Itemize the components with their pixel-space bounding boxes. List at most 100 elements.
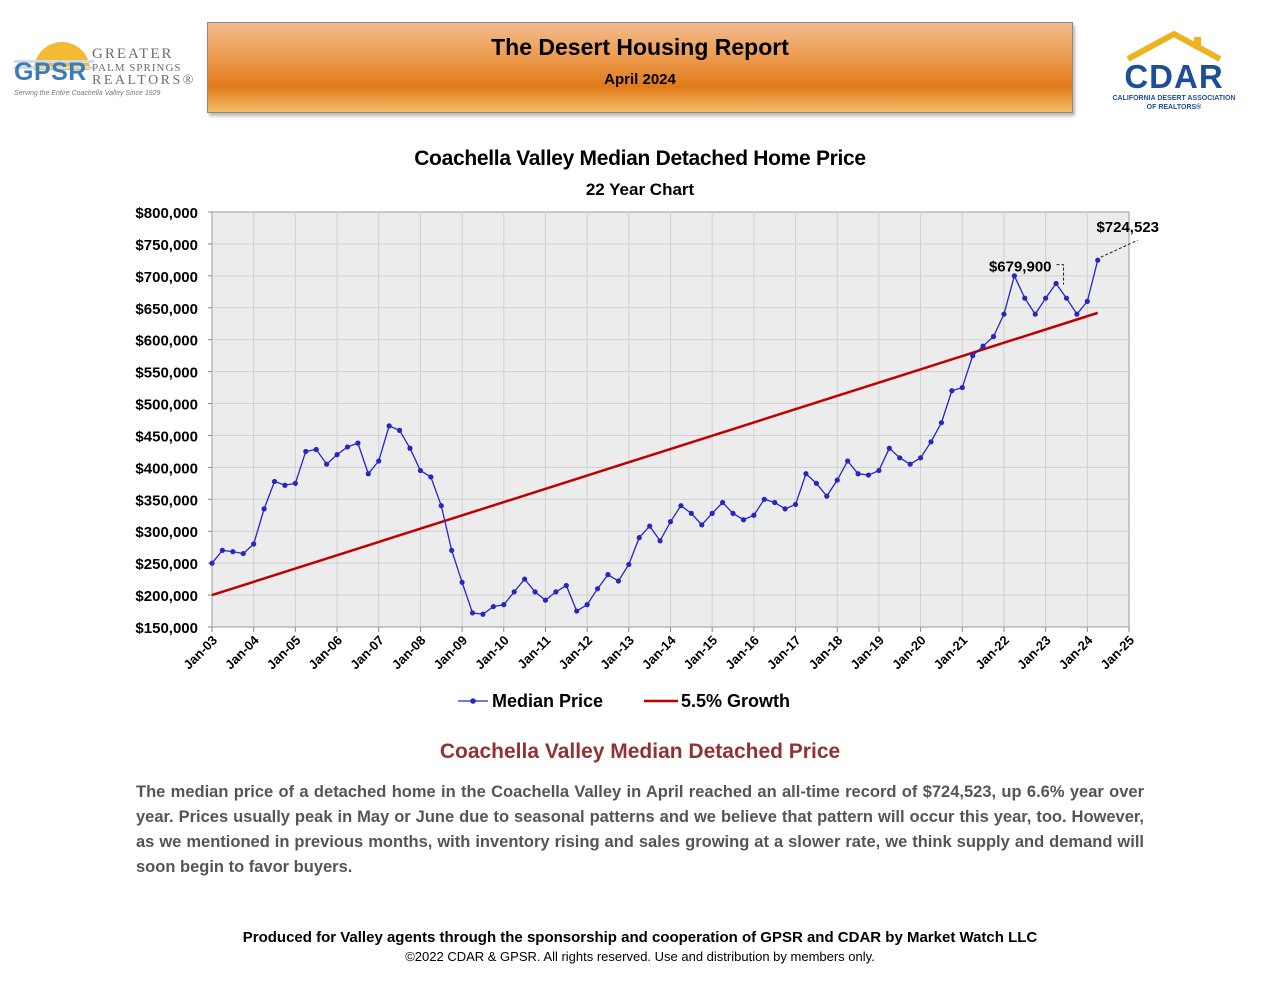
median-price-point [282, 482, 288, 488]
median-price-point [1074, 311, 1080, 317]
x-tick-label: Jan-12 [556, 633, 596, 673]
chart-legend: Median Price 5.5% Growth [458, 691, 790, 711]
median-price-point [292, 480, 298, 486]
gpsr-logo: GPSR GREATER PALM SPRINGS REALTORS® Serv… [8, 38, 193, 100]
annotation-leader [1056, 264, 1065, 285]
y-tick-label: $750,000 [135, 237, 198, 254]
annotation-label: $679,900 [989, 259, 1052, 276]
section-body: The median price of a detached home in t… [136, 783, 1144, 876]
median-price-point [970, 353, 976, 359]
median-price-point [261, 506, 267, 512]
x-tick-label: Jan-20 [889, 633, 929, 673]
cdar-tagline-1: CALIFORNIA DESERT ASSOCIATION [1112, 95, 1236, 102]
y-tick-label: $150,000 [135, 620, 198, 637]
median-price-point [563, 582, 569, 589]
cdar-logo: CDAR CALIFORNIA DESERT ASSOCIATION OF RE… [1098, 28, 1250, 116]
footer-credit: Produced for Valley agents through the s… [242, 929, 1038, 946]
x-tick-label: Jan-09 [430, 633, 470, 673]
gpsr-line-2: PALM SPRINGS [92, 62, 182, 74]
x-tick-label: Jan-14 [639, 632, 679, 672]
median-price-point [782, 506, 788, 512]
y-tick-label: $650,000 [135, 301, 198, 318]
median-price-point [1032, 311, 1038, 317]
median-price-point [678, 503, 684, 509]
median-price-point [792, 501, 799, 508]
x-tick-label: Jan-19 [847, 633, 887, 673]
median-price-point [886, 445, 892, 451]
x-tick-label: Jan-06 [305, 633, 345, 673]
x-tick-label: Jan-22 [972, 633, 1012, 673]
gpsr-abbr: GPSR [14, 58, 87, 86]
median-price-point [699, 522, 705, 528]
median-price-point [251, 541, 257, 547]
gpsr-line-3: REALTORS® [92, 73, 196, 88]
annotation-leader [1100, 239, 1138, 258]
median-price-point [667, 519, 674, 525]
y-tick-label: $500,000 [135, 397, 198, 414]
median-price-point [209, 560, 215, 566]
x-tick-label: Jan-13 [597, 633, 637, 673]
median-price-point [324, 461, 330, 467]
x-tick-label: Jan-18 [806, 633, 846, 673]
median-price-point [1001, 311, 1007, 317]
median-price-point [917, 455, 924, 461]
report-title: The Desert Housing Report [491, 34, 789, 60]
x-tick-label: Jan-21 [931, 633, 971, 673]
cdar-tagline-2: OF REALTORS® [1146, 104, 1202, 111]
median-price-point [1022, 295, 1028, 301]
median-price-point [417, 467, 424, 474]
median-price-point [449, 547, 455, 553]
median-price-point [772, 499, 778, 506]
median-price-point [813, 480, 819, 486]
median-price-point [720, 499, 726, 506]
cdar-tagline: CALIFORNIA DESERT ASSOCIATION OF REALTOR… [1098, 94, 1250, 112]
median-price-point [1063, 295, 1070, 301]
median-price-point [376, 458, 382, 464]
median-price-point [824, 493, 830, 499]
chart-title: Coachella Valley Median Detached Home Pr… [414, 147, 866, 170]
median-price-point [1011, 273, 1017, 279]
growth-series [211, 311, 1099, 597]
cdar-name: CDAR [1124, 58, 1224, 95]
annotations: $679,900 $724,523 [989, 219, 1159, 285]
gpsr-tagline: Serving the Entire Coachella Valley Sinc… [14, 90, 161, 97]
median-price-point [897, 455, 903, 461]
report-date: April 2024 [604, 71, 676, 88]
median-price-point [615, 578, 621, 584]
y-tick-label: $350,000 [135, 492, 198, 509]
median-price-point [501, 602, 507, 608]
median-price-point [907, 461, 913, 467]
y-axis: $150,000 $200,000 $250,000 $300,000 $350,000… [135, 205, 212, 637]
median-price-point [803, 471, 809, 477]
median-price-point [876, 467, 882, 474]
median-price-point [730, 510, 736, 516]
y-tick-label: $300,000 [135, 524, 198, 541]
y-tick-label: $450,000 [135, 428, 198, 445]
median-price-point [761, 496, 767, 502]
median-price-point [469, 610, 476, 616]
median-price-point [865, 472, 872, 478]
x-tick-label: Jan-23 [1014, 633, 1054, 673]
legend-median-label: Median Price [492, 691, 603, 711]
median-price-point [959, 384, 965, 391]
median-price-point [636, 535, 642, 541]
median-price-point [219, 547, 226, 553]
median-price-point [459, 579, 465, 585]
gpsr-line-1: GREATER [92, 46, 174, 62]
median-price-point [605, 572, 611, 578]
median-price-point [688, 510, 694, 516]
x-axis: Jan-03 Jan-04 Jan-05 Jan-06 Jan-07 Jan-08 Jan-… [180, 627, 1137, 672]
grid-lines [212, 212, 1129, 627]
y-tick-label: $600,000 [135, 333, 198, 350]
median-price-point [522, 576, 528, 582]
y-tick-label: $700,000 [135, 269, 198, 286]
chart-subtitle: 22 Year Chart [585, 180, 695, 199]
x-tick-label: Jan-25 [1097, 633, 1137, 673]
annotation-label: $724,523 [1096, 219, 1159, 236]
median-price-point [740, 517, 747, 523]
footer-copyright: ©2022 CDAR & GPSR. All rights reserved. … [405, 949, 875, 964]
x-tick-label: Jan-15 [681, 633, 721, 673]
x-tick-label: Jan-05 [264, 633, 304, 673]
median-price-point [240, 550, 246, 557]
median-price-point [532, 589, 538, 595]
